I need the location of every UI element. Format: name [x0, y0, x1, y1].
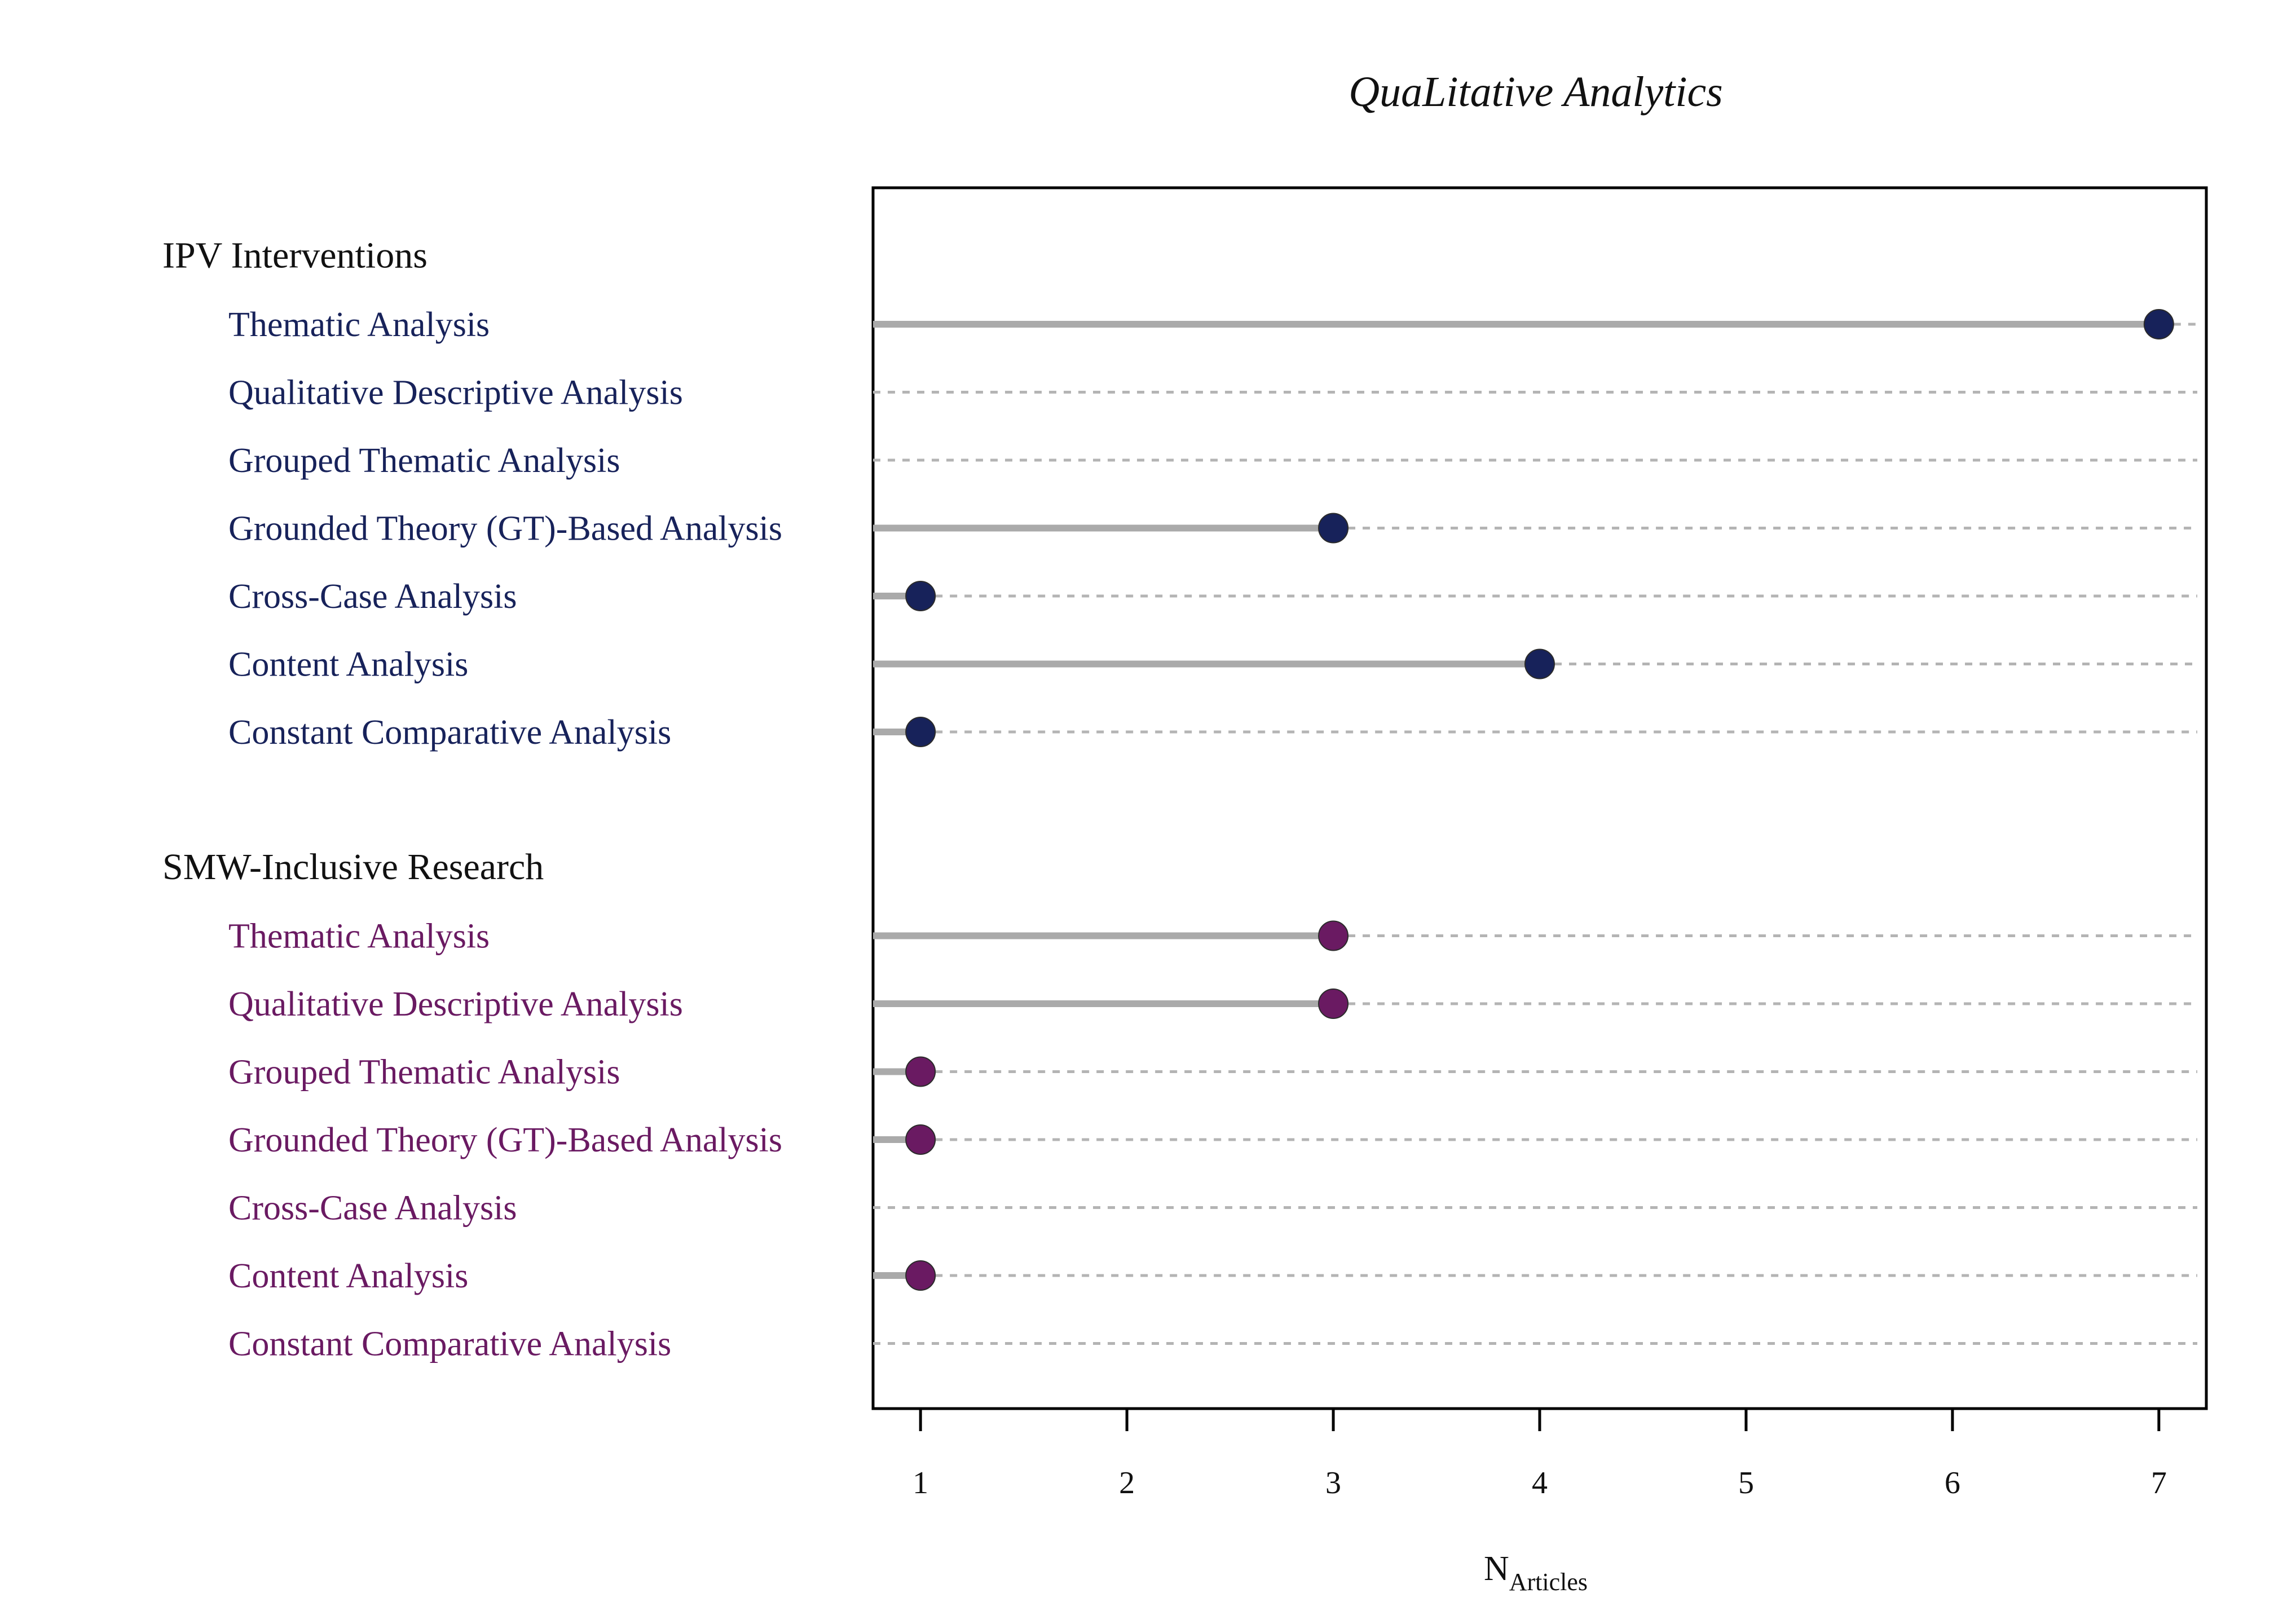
- x-axis-label-main: N: [1484, 1550, 1509, 1588]
- row-label: Grounded Theory (GT)-Based Analysis: [228, 1121, 782, 1159]
- lollipop-point: [1524, 648, 1555, 679]
- lollipop-point: [1318, 920, 1349, 951]
- lollipop-point: [905, 1124, 936, 1155]
- row-label: Cross-Case Analysis: [228, 1189, 517, 1228]
- x-axis-label: NArticles: [1484, 1550, 1588, 1596]
- row-label: Grouped Thematic Analysis: [228, 442, 620, 480]
- x-axis: 1 2 3 4 5 6 7: [913, 1409, 2167, 1501]
- lollipop-point: [1318, 988, 1349, 1019]
- row-label: Grounded Theory (GT)-Based Analysis: [228, 510, 782, 548]
- x-tick-label: 1: [913, 1466, 928, 1501]
- lollipop-point: [905, 581, 936, 611]
- chart-title: QuaLitative Analytics: [1348, 68, 1723, 116]
- row-label: Grouped Thematic Analysis: [228, 1053, 620, 1092]
- x-tick-label: 2: [1119, 1466, 1135, 1501]
- group-header: SMW-Inclusive Research: [162, 846, 544, 888]
- x-tick-label: 7: [2151, 1466, 2167, 1501]
- plot-frame: [871, 186, 2208, 1410]
- lollipop-point: [1318, 513, 1349, 544]
- lollipop-point: [905, 717, 936, 747]
- x-axis-label-subscript: Articles: [1509, 1568, 1588, 1596]
- row-label: Qualitative Descriptive Analysis: [228, 374, 683, 412]
- row-label: Qualitative Descriptive Analysis: [228, 985, 683, 1023]
- x-tick-label: 4: [1532, 1466, 1548, 1501]
- x-tick-label: 3: [1325, 1466, 1341, 1501]
- x-tick-label: 6: [1945, 1466, 1960, 1501]
- row-label: Constant Comparative Analysis: [228, 713, 671, 752]
- row-label: Content Analysis: [228, 1257, 468, 1295]
- row-label: Cross-Case Analysis: [228, 577, 517, 616]
- lollipop-point: [905, 1056, 936, 1087]
- row-label: Content Analysis: [228, 646, 468, 684]
- group-header: IPV Interventions: [162, 235, 428, 276]
- lollipop-point: [905, 1260, 936, 1291]
- x-tick-label: 5: [1738, 1466, 1754, 1501]
- lollipop-point: [2143, 309, 2174, 339]
- chart-rows: IPV Interventions Thematic Analysis Qualit…: [162, 235, 2197, 1363]
- row-label: Constant Comparative Analysis: [228, 1325, 671, 1363]
- row-label: Thematic Analysis: [228, 917, 490, 956]
- row-label: Thematic Analysis: [228, 306, 490, 344]
